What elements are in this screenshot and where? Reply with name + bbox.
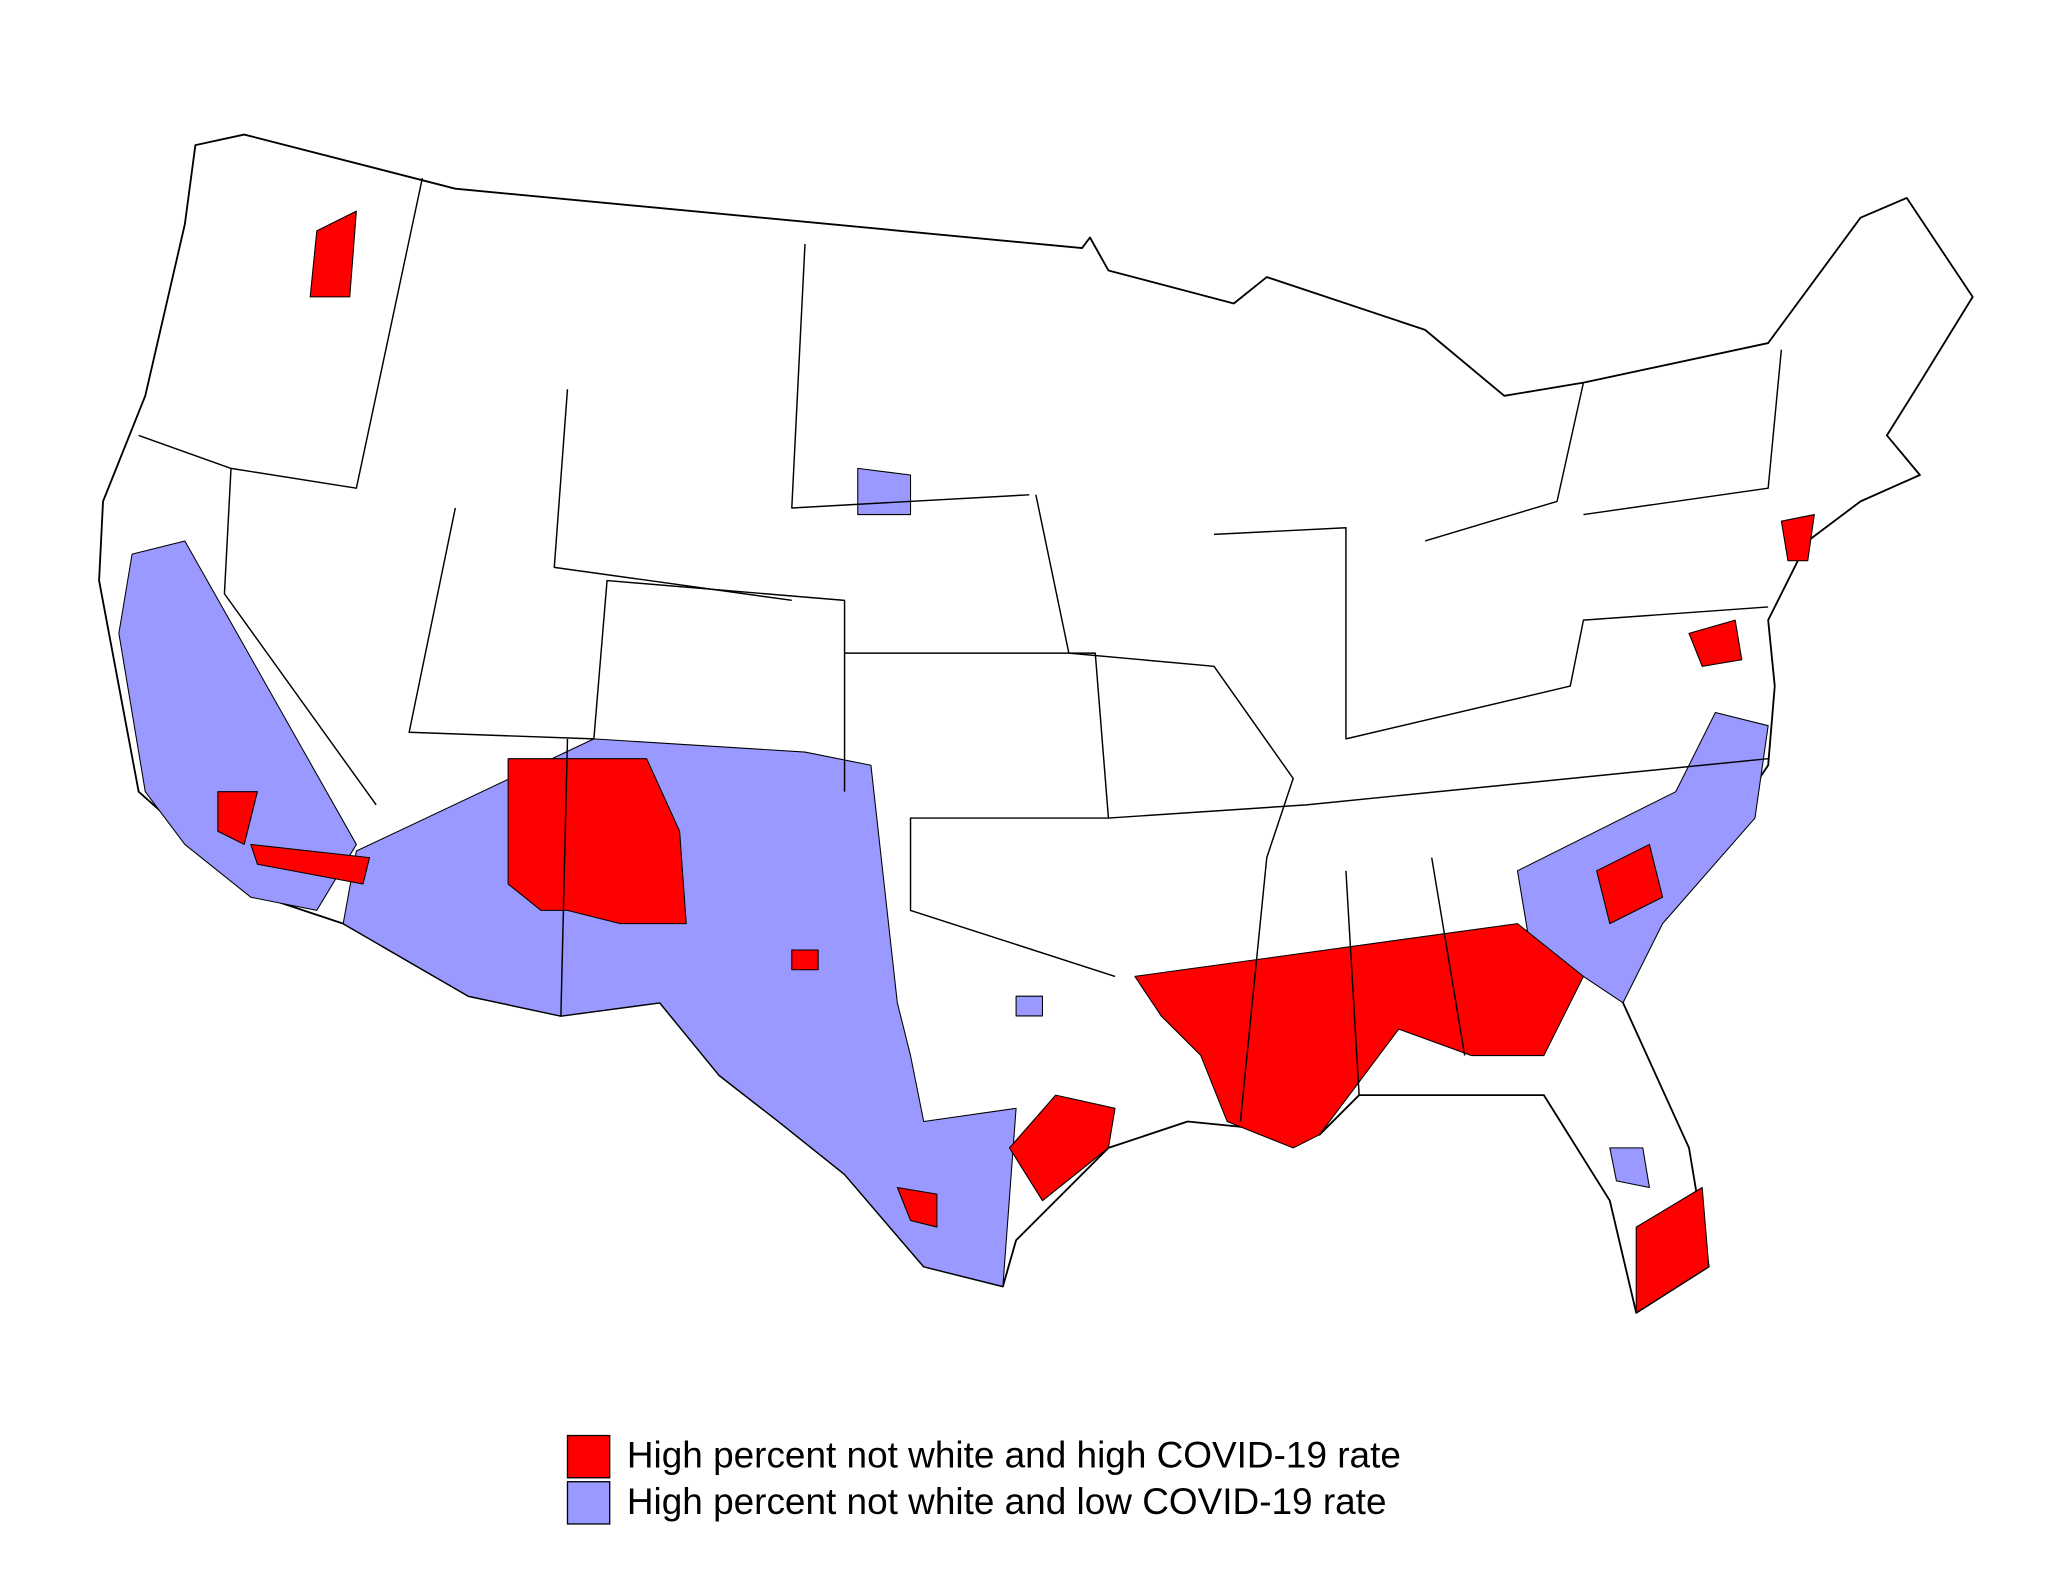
region-low [857, 467, 912, 516]
region-high [217, 791, 258, 845]
region-high [1596, 843, 1664, 925]
regions-high-2 [217, 758, 1710, 1314]
legend-label: High percent not white and low COVID-19 … [627, 1481, 1387, 1522]
state-borders [138, 177, 1783, 1122]
region-high [1780, 514, 1815, 562]
state-border [791, 244, 1030, 509]
state-border [223, 468, 377, 806]
region-low [118, 540, 357, 911]
state-border [1424, 382, 1585, 542]
state-border [1035, 494, 1294, 1122]
state-border [408, 507, 846, 792]
region-high [896, 1186, 938, 1228]
us-map [98, 133, 1974, 1314]
legend: High percent not white and high COVID-19… [566, 1434, 1401, 1525]
state-border [844, 652, 1116, 978]
legend-swatch [566, 1481, 611, 1525]
state-border [1583, 349, 1783, 516]
legend-label: High percent not white and high COVID-19… [627, 1435, 1401, 1476]
region-low [1609, 1147, 1650, 1189]
region-high [507, 758, 687, 925]
state-border [1345, 870, 1360, 1096]
region-high [1008, 1094, 1116, 1202]
region-high [1635, 1186, 1710, 1314]
state-border [1430, 857, 1466, 1056]
state-border [1108, 757, 1769, 819]
region-high [250, 843, 371, 885]
regions-high [309, 210, 1815, 667]
region-high [1134, 923, 1584, 1149]
state-border [1213, 527, 1769, 740]
state-border [138, 177, 424, 489]
region-low [1015, 995, 1043, 1017]
state-border [553, 389, 792, 602]
region-high [1688, 619, 1743, 667]
region-high [309, 210, 357, 298]
region-high [791, 949, 819, 971]
legend-swatch [566, 1434, 611, 1479]
state-border [560, 738, 569, 1016]
